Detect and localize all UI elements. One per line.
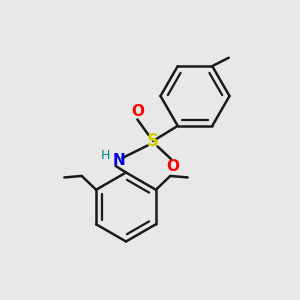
Text: H: H [100, 148, 110, 162]
Text: O: O [166, 159, 179, 174]
Text: O: O [131, 104, 144, 119]
Text: N: N [112, 153, 125, 168]
Text: S: S [147, 132, 159, 150]
